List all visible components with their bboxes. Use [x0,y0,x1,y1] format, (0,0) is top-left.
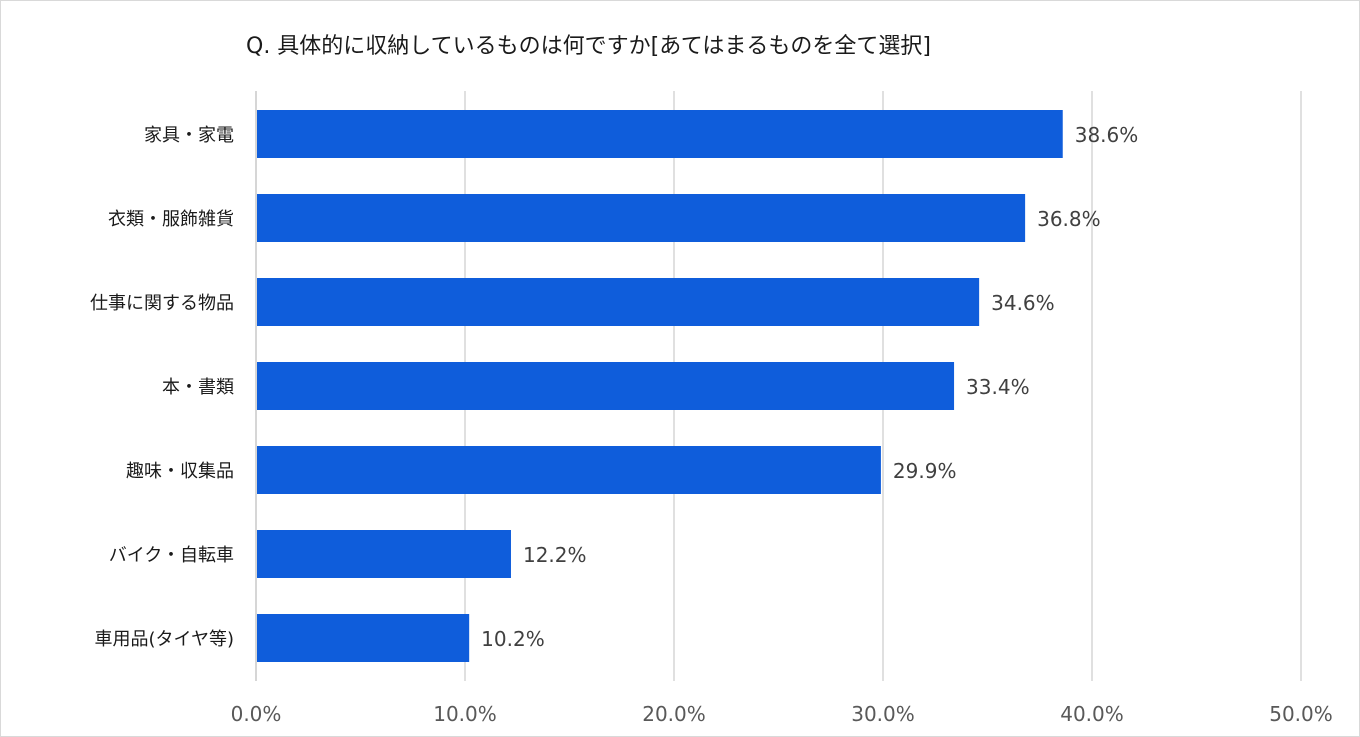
data-label: 33.4% [966,375,1030,399]
category-label: 家具・家電 [144,125,234,146]
category-label: 本・書類 [162,377,234,398]
data-label: 12.2% [523,543,587,567]
x-tick-label: 20.0% [642,702,706,726]
data-label: 10.2% [481,627,545,651]
category-labels: 家具・家電衣類・服飾雑貨仕事に関する物品本・書類趣味・収集品バイク・自転車車用品… [90,125,234,650]
data-label: 34.6% [991,291,1055,315]
value-labels: 38.6% 36.8% 34.6% 33.4% 29.9% 12.2% 10.2% [481,123,1138,651]
chart-title: Q. 具体的に収納しているものは何ですか[あてはまるものを全て選択] [246,34,931,59]
x-tick-label: 0.0% [231,702,282,726]
x-tick-label: 40.0% [1060,702,1124,726]
x-tick-label: 30.0% [851,702,915,726]
data-label: 38.6% [1075,123,1139,147]
x-tick-labels: 0.0% 10.0% 20.0% 30.0% 40.0% 50.0% [231,702,1333,726]
category-label: 車用品(タイヤ等) [94,629,234,650]
x-tick-label: 50.0% [1269,702,1333,726]
x-tick-label: 10.0% [433,702,497,726]
bar [257,110,1063,158]
category-label: 趣味・収集品 [126,461,234,482]
bar [257,446,881,494]
bar-layer [257,110,1063,662]
category-label: バイク・自転車 [109,545,234,566]
data-label: 29.9% [893,459,957,483]
bar [257,614,470,662]
bar [257,530,511,578]
category-label: 衣類・服飾雑貨 [108,209,234,230]
bar [257,194,1026,242]
data-label: 36.8% [1037,207,1101,231]
category-label: 仕事に関する物品 [90,293,234,314]
bar [257,362,955,410]
bar [257,278,980,326]
